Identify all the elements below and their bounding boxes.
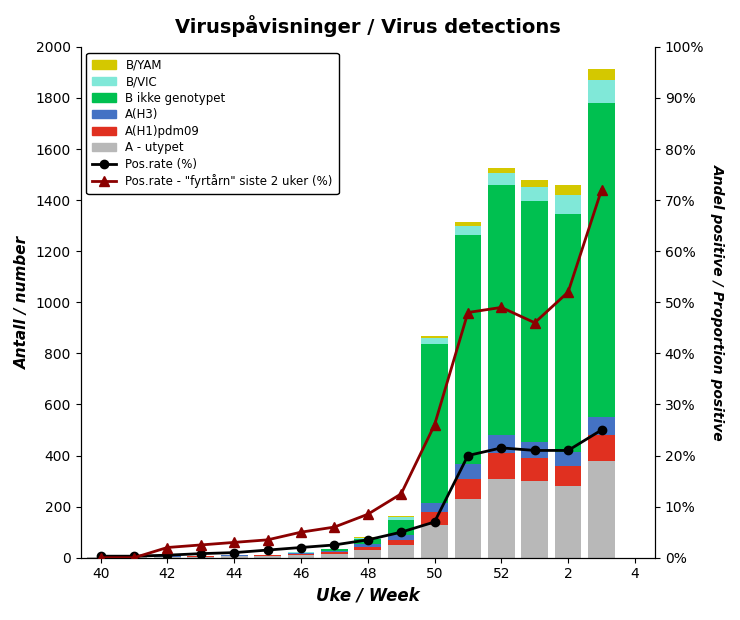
Bar: [321, 551, 348, 552]
Bar: [154, 557, 181, 558]
Bar: [354, 544, 381, 547]
Pos.rate (%): [497, 444, 505, 451]
Bar: [488, 435, 515, 453]
Pos.rate - "fyrtårn" siste 2 uker (%): [430, 421, 439, 428]
Pos.rate - "fyrtårn" siste 2 uker (%): [363, 511, 372, 518]
Bar: [488, 185, 515, 435]
Pos.rate - "fyrtårn" siste 2 uker (%): [263, 536, 272, 544]
Pos.rate - "fyrtårn" siste 2 uker (%): [463, 309, 472, 316]
Bar: [321, 552, 348, 554]
Bar: [522, 458, 548, 481]
Line: Pos.rate (%): Pos.rate (%): [96, 426, 605, 560]
Pos.rate (%): [597, 427, 606, 434]
Pos.rate (%): [430, 518, 439, 526]
Bar: [454, 226, 481, 234]
Bar: [488, 453, 515, 479]
Pos.rate (%): [330, 541, 339, 549]
Pos.rate - "fyrtårn" siste 2 uker (%): [330, 523, 339, 531]
Pos.rate (%): [130, 552, 138, 560]
Pos.rate (%): [229, 549, 238, 556]
Bar: [354, 547, 381, 550]
Bar: [588, 80, 615, 103]
Bar: [354, 539, 381, 544]
Y-axis label: Antall / number: Antall / number: [15, 236, 30, 369]
Bar: [522, 441, 548, 458]
Bar: [221, 556, 247, 558]
Bar: [588, 103, 615, 417]
Bar: [254, 556, 281, 558]
Bar: [588, 461, 615, 558]
Pos.rate (%): [564, 447, 573, 454]
Pos.rate (%): [297, 544, 306, 551]
Bar: [555, 185, 582, 195]
Pos.rate (%): [163, 551, 172, 559]
Bar: [421, 503, 448, 512]
Bar: [488, 174, 515, 185]
Title: Viruspåvisninger / Virus detections: Viruspåvisninger / Virus detections: [175, 15, 561, 37]
Bar: [354, 538, 381, 539]
Pos.rate (%): [397, 528, 406, 536]
Bar: [421, 338, 448, 345]
Bar: [187, 557, 214, 558]
Bar: [388, 540, 414, 545]
Bar: [522, 481, 548, 558]
Bar: [454, 499, 481, 558]
Pos.rate - "fyrtårn" siste 2 uker (%): [297, 528, 306, 536]
Pos.rate (%): [196, 550, 205, 557]
Bar: [555, 466, 582, 486]
Bar: [588, 69, 615, 80]
Bar: [454, 464, 481, 479]
Bar: [488, 479, 515, 558]
Bar: [555, 195, 582, 214]
Y-axis label: Andel positive / Proportion positive: Andel positive / Proportion positive: [711, 164, 725, 441]
Bar: [288, 554, 314, 555]
Bar: [454, 479, 481, 499]
Bar: [488, 168, 515, 174]
Pos.rate - "fyrtårn" siste 2 uker (%): [196, 541, 205, 549]
Bar: [321, 554, 348, 558]
Pos.rate (%): [531, 447, 539, 454]
Bar: [354, 550, 381, 558]
Bar: [321, 549, 348, 551]
Legend: B/YAM, B/VIC, B ikke genotypet, A(H3), A(H1)pdm09, A - utypet, Pos.rate (%), Pos: B/YAM, B/VIC, B ikke genotypet, A(H3), A…: [87, 53, 339, 194]
Bar: [522, 187, 548, 202]
Pos.rate - "fyrtårn" siste 2 uker (%): [163, 544, 172, 551]
Pos.rate - "fyrtårn" siste 2 uker (%): [229, 539, 238, 546]
Bar: [388, 517, 414, 520]
Pos.rate - "fyrtårn" siste 2 uker (%): [497, 304, 505, 311]
Pos.rate - "fyrtårn" siste 2 uker (%): [531, 319, 539, 327]
Pos.rate - "fyrtårn" siste 2 uker (%): [96, 554, 105, 562]
Bar: [555, 214, 582, 452]
Pos.rate (%): [363, 536, 372, 544]
Bar: [388, 520, 414, 535]
Bar: [288, 553, 314, 554]
Pos.rate - "fyrtårn" siste 2 uker (%): [564, 288, 573, 296]
Bar: [288, 555, 314, 558]
Bar: [522, 202, 548, 441]
Pos.rate (%): [96, 552, 105, 560]
Bar: [421, 525, 448, 558]
Pos.rate - "fyrtårn" siste 2 uker (%): [597, 186, 606, 193]
Bar: [588, 435, 615, 461]
Bar: [421, 512, 448, 525]
Bar: [454, 234, 481, 464]
Bar: [421, 335, 448, 338]
Bar: [522, 180, 548, 187]
Line: Pos.rate - "fyrtårn" siste 2 uker (%): Pos.rate - "fyrtårn" siste 2 uker (%): [95, 185, 606, 562]
Bar: [454, 222, 481, 226]
Bar: [388, 545, 414, 558]
Bar: [388, 535, 414, 540]
Bar: [555, 452, 582, 466]
Pos.rate - "fyrtårn" siste 2 uker (%): [397, 490, 406, 498]
Bar: [421, 345, 448, 503]
Bar: [388, 516, 414, 517]
Pos.rate - "fyrtårn" siste 2 uker (%): [130, 554, 138, 562]
Pos.rate (%): [263, 546, 272, 554]
Bar: [588, 417, 615, 435]
Pos.rate (%): [463, 452, 472, 459]
X-axis label: Uke / Week: Uke / Week: [316, 587, 420, 605]
Bar: [555, 486, 582, 558]
